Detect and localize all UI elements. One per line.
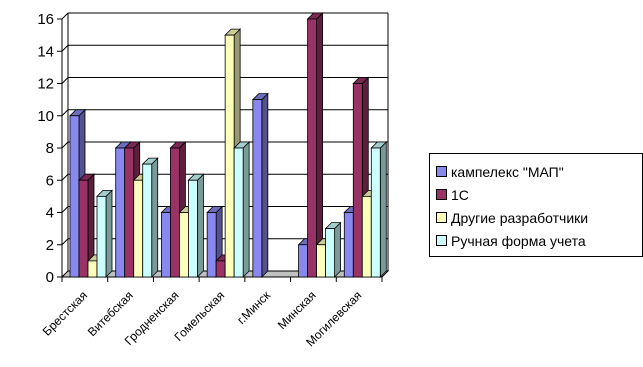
bar-3-1	[215, 260, 226, 278]
gridline-depth-4	[61, 206, 69, 213]
bar-6-1	[352, 83, 363, 278]
gridline-depth-16	[61, 12, 69, 20]
bar-5-2	[316, 244, 326, 278]
gridline-depth-2	[61, 238, 69, 246]
y-tick-label-10: 10	[37, 108, 54, 125]
bar-3-3	[233, 147, 244, 278]
y-tick-label-12: 12	[37, 76, 54, 93]
y-tick-label-16: 16	[37, 11, 54, 28]
legend: кампелекс "МАП" 1С Другие разработчики Р…	[429, 153, 643, 257]
legend-swatch-series-4	[436, 235, 447, 246]
bar-0-1	[78, 179, 89, 278]
legend-swatch-series-2	[436, 189, 447, 200]
bar-2-3	[188, 179, 198, 278]
legend-item-series-4: Ручная форма учета	[436, 229, 642, 252]
gridline-depth-8	[61, 141, 69, 149]
legend-swatch-series-3	[436, 212, 447, 223]
gridline-depth-14	[61, 44, 69, 52]
legend-label-series-3: Другие разработчики	[451, 209, 589, 226]
gridline-depth-10	[61, 109, 69, 117]
bar-1-2	[133, 179, 144, 278]
legend-label-series-2: 1С	[451, 186, 469, 203]
x-tick-label-0: Брестская	[40, 288, 90, 338]
bar-2-2	[179, 212, 189, 278]
bar-5-1-side	[316, 12, 323, 278]
bar-5-3-side	[334, 221, 341, 278]
bar-6-0	[343, 212, 354, 278]
y-tick-label-0: 0	[46, 269, 54, 286]
y-tick-label-14: 14	[37, 43, 54, 60]
bar-0-0	[69, 115, 80, 278]
legend-item-series-3: Другие разработчики	[436, 206, 642, 229]
bar-5-0	[298, 244, 308, 278]
bar-3-3-side	[242, 141, 250, 278]
y-tick-label-8: 8	[46, 140, 54, 157]
bar-3-0	[206, 212, 217, 278]
bar-3-2	[224, 34, 235, 278]
bar-1-3-side	[151, 157, 159, 278]
y-tick-label-6: 6	[46, 172, 54, 189]
y-tick-label-2: 2	[46, 237, 54, 254]
legend-item-series-2: 1С	[436, 183, 642, 206]
bar-2-1	[170, 147, 180, 278]
bar-4-0	[252, 99, 263, 278]
bar-2-0	[161, 212, 171, 278]
bar-0-3-side	[105, 189, 113, 278]
bar-1-3	[142, 163, 153, 278]
gridline-depth-12	[61, 77, 69, 84]
bar-6-3	[370, 147, 381, 278]
legend-swatch-series-1	[436, 166, 447, 177]
x-tick-label-4: г.Минск	[234, 288, 273, 327]
bar-5-3	[325, 228, 335, 278]
gridline-depth-6	[61, 173, 69, 181]
bar-2-3-side	[197, 173, 204, 278]
bar-4-0-side	[261, 92, 269, 278]
bar-0-2	[87, 260, 98, 278]
bar-1-0	[115, 147, 126, 278]
legend-item-series-1: кампелекс "МАП"	[436, 160, 642, 183]
bar-6-2	[361, 195, 372, 278]
y-tick-label-4: 4	[46, 205, 54, 222]
bar-0-3	[96, 195, 107, 278]
legend-label-series-1: кампелекс "МАП"	[451, 163, 564, 180]
legend-label-series-4: Ручная форма учета	[451, 232, 586, 249]
bar-1-1	[124, 147, 135, 278]
x-tick-label-5: Минская	[275, 288, 319, 332]
bar-5-1	[307, 18, 317, 278]
bar-6-3-side	[379, 141, 387, 278]
